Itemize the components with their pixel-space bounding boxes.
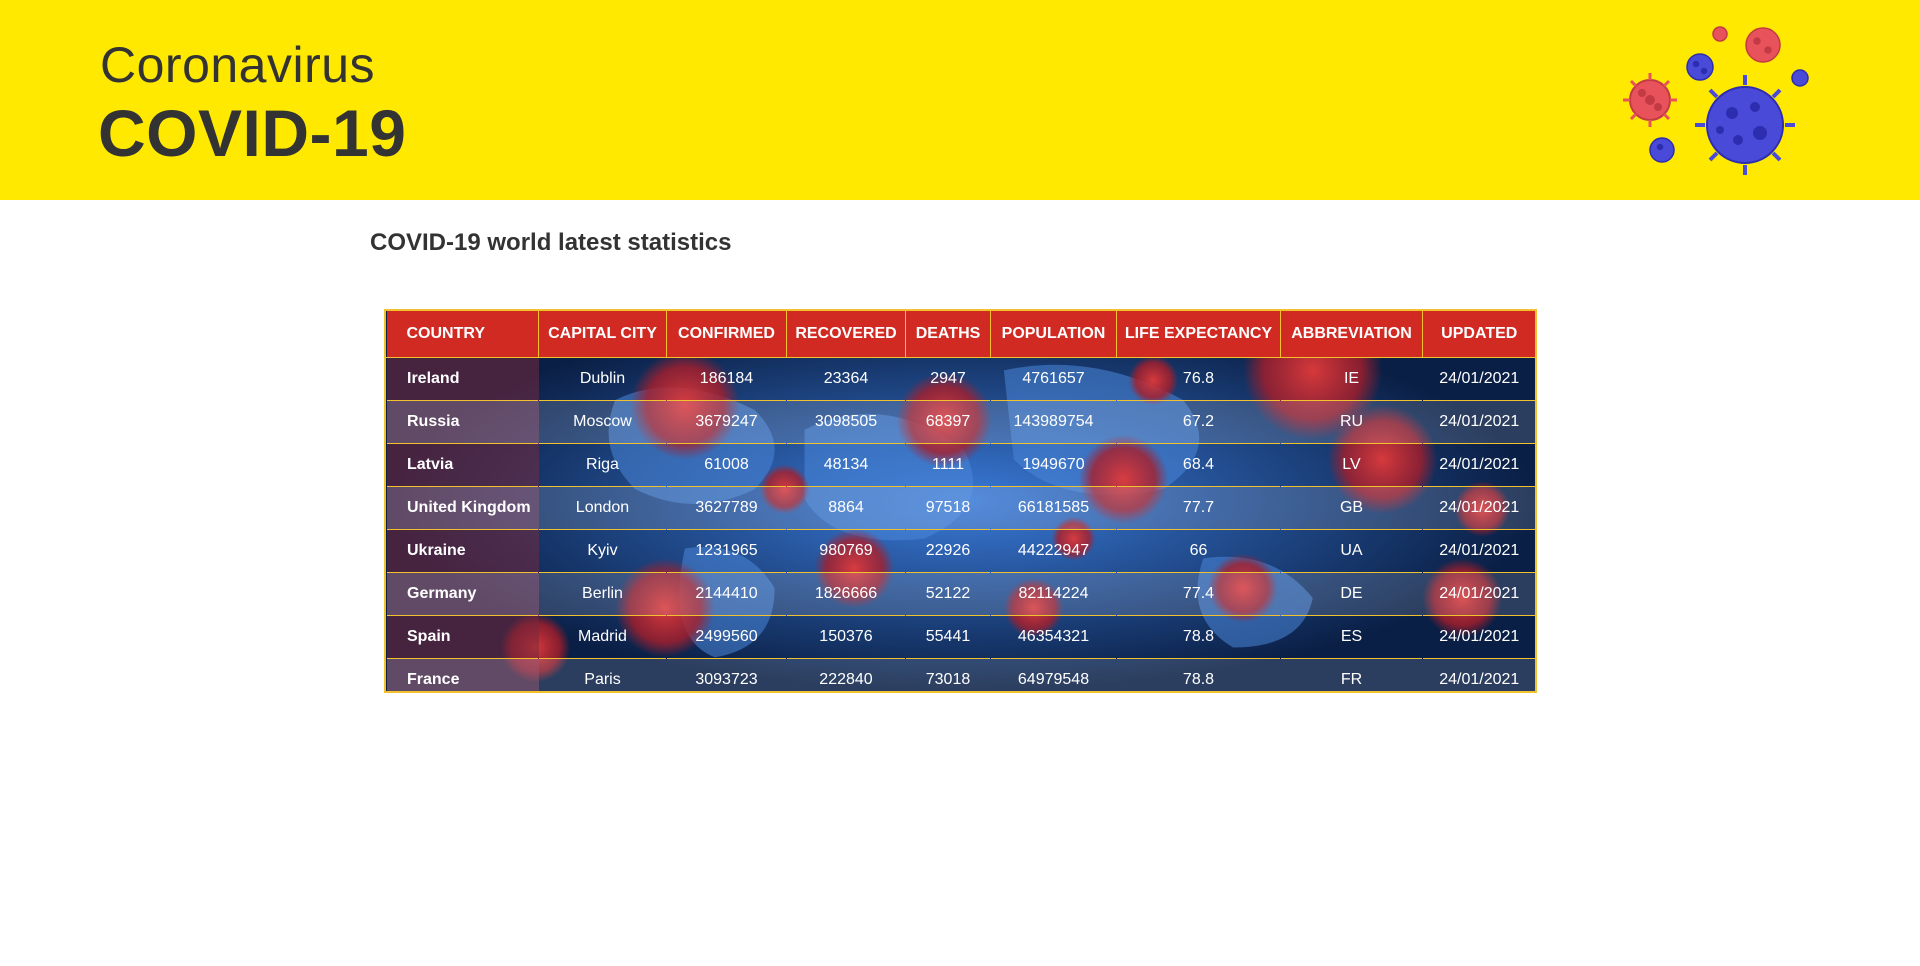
cell-deaths: 2947: [905, 357, 991, 401]
cell-life-expectancy: 66: [1116, 529, 1281, 573]
cell-country: Germany: [386, 572, 539, 616]
column-header-abbreviation[interactable]: ABBREVIATION: [1280, 311, 1423, 358]
cell-confirmed: 186184: [666, 357, 787, 401]
stats-table: COUNTRY CAPITAL CITY CONFIRMED RECOVERED…: [386, 311, 1535, 691]
virus-cluster-icon: [1623, 26, 1809, 175]
cell-capital-city: Paris: [538, 658, 667, 691]
cell-abbreviation: FR: [1280, 658, 1423, 691]
cell-country: Ireland: [386, 357, 539, 401]
cell-recovered: 150376: [786, 615, 906, 659]
cell-country: France: [386, 658, 539, 691]
cell-confirmed: 3679247: [666, 400, 787, 444]
cell-updated: 24/01/2021: [1422, 443, 1535, 487]
cell-updated: 24/01/2021: [1422, 615, 1535, 659]
cell-abbreviation: LV: [1280, 443, 1423, 487]
column-header-life-expectancy[interactable]: LIFE EXPECTANCY: [1116, 311, 1281, 358]
header-subtitle: Coronavirus: [100, 37, 376, 93]
column-header-updated[interactable]: UPDATED: [1422, 311, 1535, 358]
cell-deaths: 55441: [905, 615, 991, 659]
cell-deaths: 1111: [905, 443, 991, 487]
cell-population: 143989754: [990, 400, 1117, 444]
cell-deaths: 97518: [905, 486, 991, 530]
cell-population: 82114224: [990, 572, 1117, 616]
cell-life-expectancy: 77.7: [1116, 486, 1281, 530]
cell-country: Russia: [386, 400, 539, 444]
cell-deaths: 73018: [905, 658, 991, 691]
column-header-country[interactable]: COUNTRY: [386, 311, 539, 358]
cell-population: 44222947: [990, 529, 1117, 573]
cell-abbreviation: UA: [1280, 529, 1423, 573]
cell-recovered: 222840: [786, 658, 906, 691]
cell-recovered: 8864: [786, 486, 906, 530]
cell-recovered: 23364: [786, 357, 906, 401]
cell-recovered: 48134: [786, 443, 906, 487]
column-header-confirmed[interactable]: CONFIRMED: [666, 311, 787, 358]
cell-life-expectancy: 67.2: [1116, 400, 1281, 444]
column-header-deaths[interactable]: DEATHS: [905, 311, 991, 358]
cell-capital-city: Dublin: [538, 357, 667, 401]
cell-confirmed: 3093723: [666, 658, 787, 691]
cell-abbreviation: RU: [1280, 400, 1423, 444]
cell-recovered: 3098505: [786, 400, 906, 444]
table-row: Ukraine Kyiv 1231965 980769 22926 44222947 66 U…: [386, 529, 1535, 573]
cell-capital-city: London: [538, 486, 667, 530]
cell-country: Ukraine: [386, 529, 539, 573]
cell-confirmed: 3627789: [666, 486, 787, 530]
cell-confirmed: 1231965: [666, 529, 787, 573]
cell-life-expectancy: 76.8: [1116, 357, 1281, 401]
cell-updated: 24/01/2021: [1422, 400, 1535, 444]
table-row: United Kingdom London 3627789 8864 97518 6618…: [386, 486, 1535, 530]
table-row: Spain Madrid 2499560 150376 55441 46354321 78.…: [386, 615, 1535, 659]
cell-country: United Kingdom: [386, 486, 539, 530]
cell-abbreviation: ES: [1280, 615, 1423, 659]
cell-abbreviation: DE: [1280, 572, 1423, 616]
cell-life-expectancy: 78.8: [1116, 658, 1281, 691]
cell-deaths: 22926: [905, 529, 991, 573]
cell-population: 46354321: [990, 615, 1117, 659]
cell-updated: 24/01/2021: [1422, 529, 1535, 573]
cell-confirmed: 2499560: [666, 615, 787, 659]
table-row: Germany Berlin 2144410 1826666 52122 82114224…: [386, 572, 1535, 616]
cell-capital-city: Moscow: [538, 400, 667, 444]
cell-population: 4761657: [990, 357, 1117, 401]
cell-capital-city: Kyiv: [538, 529, 667, 573]
column-header-capital-city[interactable]: CAPITAL CITY: [538, 311, 667, 358]
table-header-row: COUNTRY CAPITAL CITY CONFIRMED RECOVERED…: [386, 311, 1535, 358]
cell-confirmed: 2144410: [666, 572, 787, 616]
cell-deaths: 68397: [905, 400, 991, 444]
section-title: COVID-19 world latest statistics: [370, 229, 732, 256]
cell-life-expectancy: 78.8: [1116, 615, 1281, 659]
column-header-population[interactable]: POPULATION: [990, 311, 1117, 358]
table-row: France Paris 3093723 222840 73018 64979548 78.…: [386, 658, 1535, 691]
table-row: Latvia Riga 61008 48134 1111 1949670 68.4 LV 24/…: [386, 443, 1535, 487]
cell-capital-city: Berlin: [538, 572, 667, 616]
cell-abbreviation: IE: [1280, 357, 1423, 401]
cell-updated: 24/01/2021: [1422, 357, 1535, 401]
cell-country: Spain: [386, 615, 539, 659]
cell-capital-city: Madrid: [538, 615, 667, 659]
cell-confirmed: 61008: [666, 443, 787, 487]
cell-updated: 24/01/2021: [1422, 572, 1535, 616]
column-header-recovered[interactable]: RECOVERED: [786, 311, 906, 358]
table-row: Russia Moscow 3679247 3098505 68397 143989754…: [386, 400, 1535, 444]
cell-updated: 24/01/2021: [1422, 486, 1535, 530]
cell-deaths: 52122: [905, 572, 991, 616]
cell-country: Latvia: [386, 443, 539, 487]
cell-life-expectancy: 68.4: [1116, 443, 1281, 487]
table-row: Ireland Dublin 186184 23364 2947 4761657 76.8 I…: [386, 357, 1535, 401]
cell-population: 64979548: [990, 658, 1117, 691]
cell-population: 66181585: [990, 486, 1117, 530]
page-header: Coronavirus COVID-19: [0, 0, 1920, 200]
cell-recovered: 980769: [786, 529, 906, 573]
cell-updated: 24/01/2021: [1422, 658, 1535, 691]
cell-population: 1949670: [990, 443, 1117, 487]
cell-life-expectancy: 77.4: [1116, 572, 1281, 616]
statistics-table: COUNTRY CAPITAL CITY CONFIRMED RECOVERED…: [384, 309, 1537, 693]
cell-abbreviation: GB: [1280, 486, 1423, 530]
cell-recovered: 1826666: [786, 572, 906, 616]
cell-capital-city: Riga: [538, 443, 667, 487]
header-title: COVID-19: [98, 96, 407, 170]
